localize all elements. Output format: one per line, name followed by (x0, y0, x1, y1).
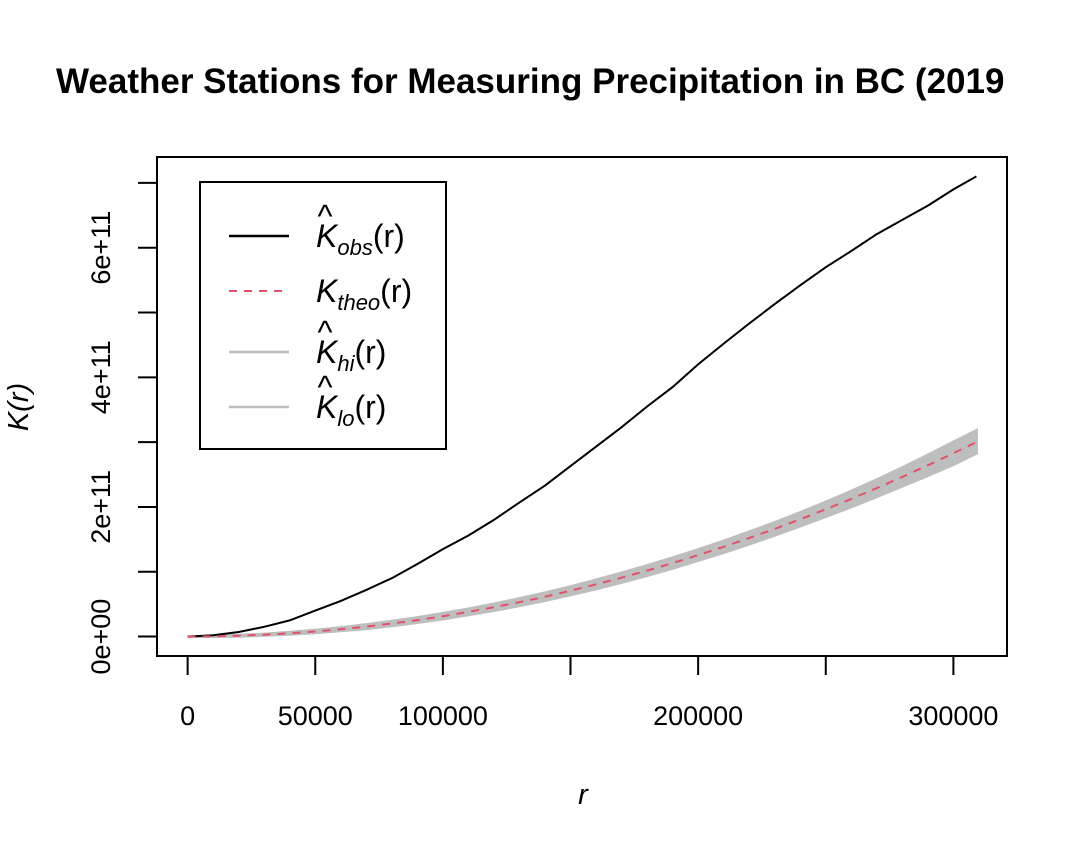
band-hi-lo (187, 428, 978, 639)
x-tick-label: 200000 (653, 701, 743, 731)
y-tick-label: 2e+11 (86, 470, 116, 544)
chart-title: Weather Stations for Measuring Precipita… (56, 62, 1004, 101)
legend: Kobs(r)^Ktheo(r)Khi(r)^Klo(r)^ (199, 181, 447, 450)
legend-label-obs: Kobs(r) (316, 218, 405, 260)
legend-hat-obs: ^ (317, 198, 332, 234)
envelope-band (187, 428, 978, 639)
legend-box (199, 181, 447, 450)
series-line-obs (187, 175, 977, 638)
x-axis: 0 50000 100000 200000 300000 (180, 655, 998, 731)
legend-label-lo: Klo(r) (316, 389, 386, 431)
legend-label-theo: Ktheo(r) (316, 273, 412, 315)
x-tick-label: 0 (180, 701, 195, 731)
x-axis-label: r (578, 779, 589, 811)
legend-hat-hi: ^ (317, 314, 332, 350)
y-axis-label: K(r) (3, 383, 35, 431)
y-tick-label: 0e+00 (86, 599, 116, 675)
legend-hat-lo: ^ (317, 369, 332, 405)
legend-label-hi: Khi(r) (316, 334, 386, 376)
x-tick-label: 300000 (908, 701, 998, 731)
y-tick-label: 4e+11 (86, 340, 116, 414)
y-tick-label: 6e+11 (86, 211, 116, 285)
series-lines (187, 175, 977, 638)
x-tick-label: 100000 (398, 701, 488, 731)
x-tick-label: 50000 (278, 701, 353, 731)
series-line-theo (187, 441, 977, 638)
y-axis: 0e+00 2e+11 4e+11 6e+11 (86, 181, 158, 675)
